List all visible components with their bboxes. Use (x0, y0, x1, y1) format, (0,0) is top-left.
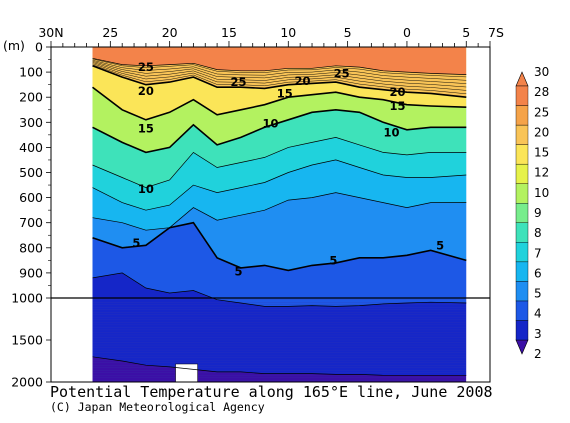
colorbar-band (515, 183, 529, 204)
isotherm-t5 (92, 221, 467, 272)
colorbar-band (515, 163, 529, 184)
contour-label: 25 (334, 66, 350, 80)
colorbar-label: 10 (534, 186, 549, 200)
thin-isotherm (92, 58, 467, 78)
x-tick-label: 15 (221, 25, 237, 40)
contour-label: 25 (138, 60, 154, 74)
colorbar-label: 7 (534, 246, 542, 260)
colorbar-label: 6 (534, 266, 542, 280)
colorbar: 2 3 4 5 6 7 8 9 10 12 15 20 25 28 30 (515, 65, 549, 361)
colorbar-bottom-arrow (515, 339, 529, 355)
colorbar-label: 30 (534, 65, 549, 79)
y-tick-label: 1500 (11, 333, 43, 348)
y-tick-label: 500 (19, 165, 43, 180)
contour-label: 10 (384, 125, 400, 139)
y-tick-label: 100 (19, 65, 43, 80)
colorbar-band (515, 203, 529, 223)
isotherm-t25 (92, 57, 467, 75)
contour-label: 20 (389, 85, 405, 99)
colorbar-label: 15 (534, 146, 549, 160)
colorbar-band (515, 124, 529, 145)
y-tick-label: 1000 (11, 291, 43, 306)
contour-label: 5 (329, 253, 337, 267)
isotherm-contour-lines (92, 57, 467, 376)
isotherm-t8 (92, 137, 467, 188)
colorbar-label: 2 (534, 347, 542, 361)
thin-isotherm (92, 62, 467, 88)
y-tick-label: 300 (19, 115, 43, 130)
no-data-region (466, 47, 490, 382)
colorbar-label: 20 (534, 125, 549, 139)
colorbar-band (515, 222, 529, 243)
x-tick-label: 5 (462, 25, 470, 40)
x-tick-label: 0 (403, 25, 411, 40)
colorbar-band (515, 242, 529, 263)
copyright-credit: (C) Japan Meteorological Agency (50, 400, 265, 414)
colorbar-band (515, 261, 529, 282)
colorbar-label: 3 (534, 327, 542, 341)
isotherm-t4 (92, 272, 467, 307)
plot-axes: 30N 25 20 15 10 5 0 5 7S010020030040050060070080… (11, 25, 504, 390)
isotherm-t20 (92, 65, 467, 98)
station-marker-box (175, 363, 198, 383)
thin-isotherm (92, 63, 467, 91)
contour-label: 5 (234, 265, 242, 279)
colorbar-label: 12 (534, 166, 549, 180)
isotherm-t7 (92, 159, 467, 211)
colorbar-label: 25 (534, 105, 549, 119)
contour-label: 5 (132, 236, 140, 250)
thin-isotherm (92, 61, 467, 84)
plot-frame (50, 46, 491, 383)
contour-label: 10 (262, 117, 278, 131)
depth-unit-label: (m) (3, 38, 25, 53)
isotherm-t6 (92, 192, 467, 231)
colorbar-band (515, 300, 529, 321)
contour-label: 10 (138, 182, 154, 196)
contour-label: 25 (230, 75, 246, 89)
isotherm-t10 (92, 108, 467, 154)
colorbar-label: 8 (534, 226, 542, 240)
x-tick-label: 25 (102, 25, 118, 40)
colorbar-label: 4 (534, 307, 542, 321)
colorbar-label: 28 (534, 85, 549, 99)
colorbar-band (515, 105, 529, 126)
y-tick-label: 800 (19, 240, 43, 255)
y-tick-label: 2000 (11, 375, 43, 390)
colorbar-band (515, 144, 529, 165)
x-tick-label: 10 (280, 25, 296, 40)
x-tick-label: 30N (38, 25, 63, 40)
colorbar-top-arrow (515, 71, 529, 87)
x-tick-label: 5 (344, 25, 352, 40)
y-tick-label: 200 (19, 90, 43, 105)
y-tick-label: 0 (35, 40, 43, 55)
y-tick-label: 400 (19, 140, 43, 155)
colorbar-band (515, 281, 529, 302)
y-tick-label: 700 (19, 215, 43, 230)
thin-isotherm (92, 64, 467, 95)
x-tick-label: 7S (488, 25, 504, 40)
colorbar-label: 5 (534, 287, 542, 301)
contour-label: 15 (277, 86, 293, 100)
thin-isotherm (92, 59, 467, 81)
contour-label: 15 (389, 99, 405, 113)
colorbar-band (515, 320, 529, 341)
contour-label: 15 (138, 122, 154, 136)
y-tick-label: 600 (19, 190, 43, 205)
colorbar-label: 9 (534, 206, 542, 220)
isotherm-t3 (92, 356, 467, 376)
isotherm-t15 (92, 86, 467, 121)
x-tick-label: 20 (162, 25, 178, 40)
contour-label: 20 (138, 84, 154, 98)
fill-band-t25 (92, 47, 467, 75)
colorbar-band (515, 85, 529, 106)
chart-title: Potential Temperature along 165°E line, … (50, 383, 493, 401)
contour-label: 20 (295, 74, 311, 88)
y-tick-label: 900 (19, 265, 43, 280)
contour-label: 5 (436, 238, 444, 252)
